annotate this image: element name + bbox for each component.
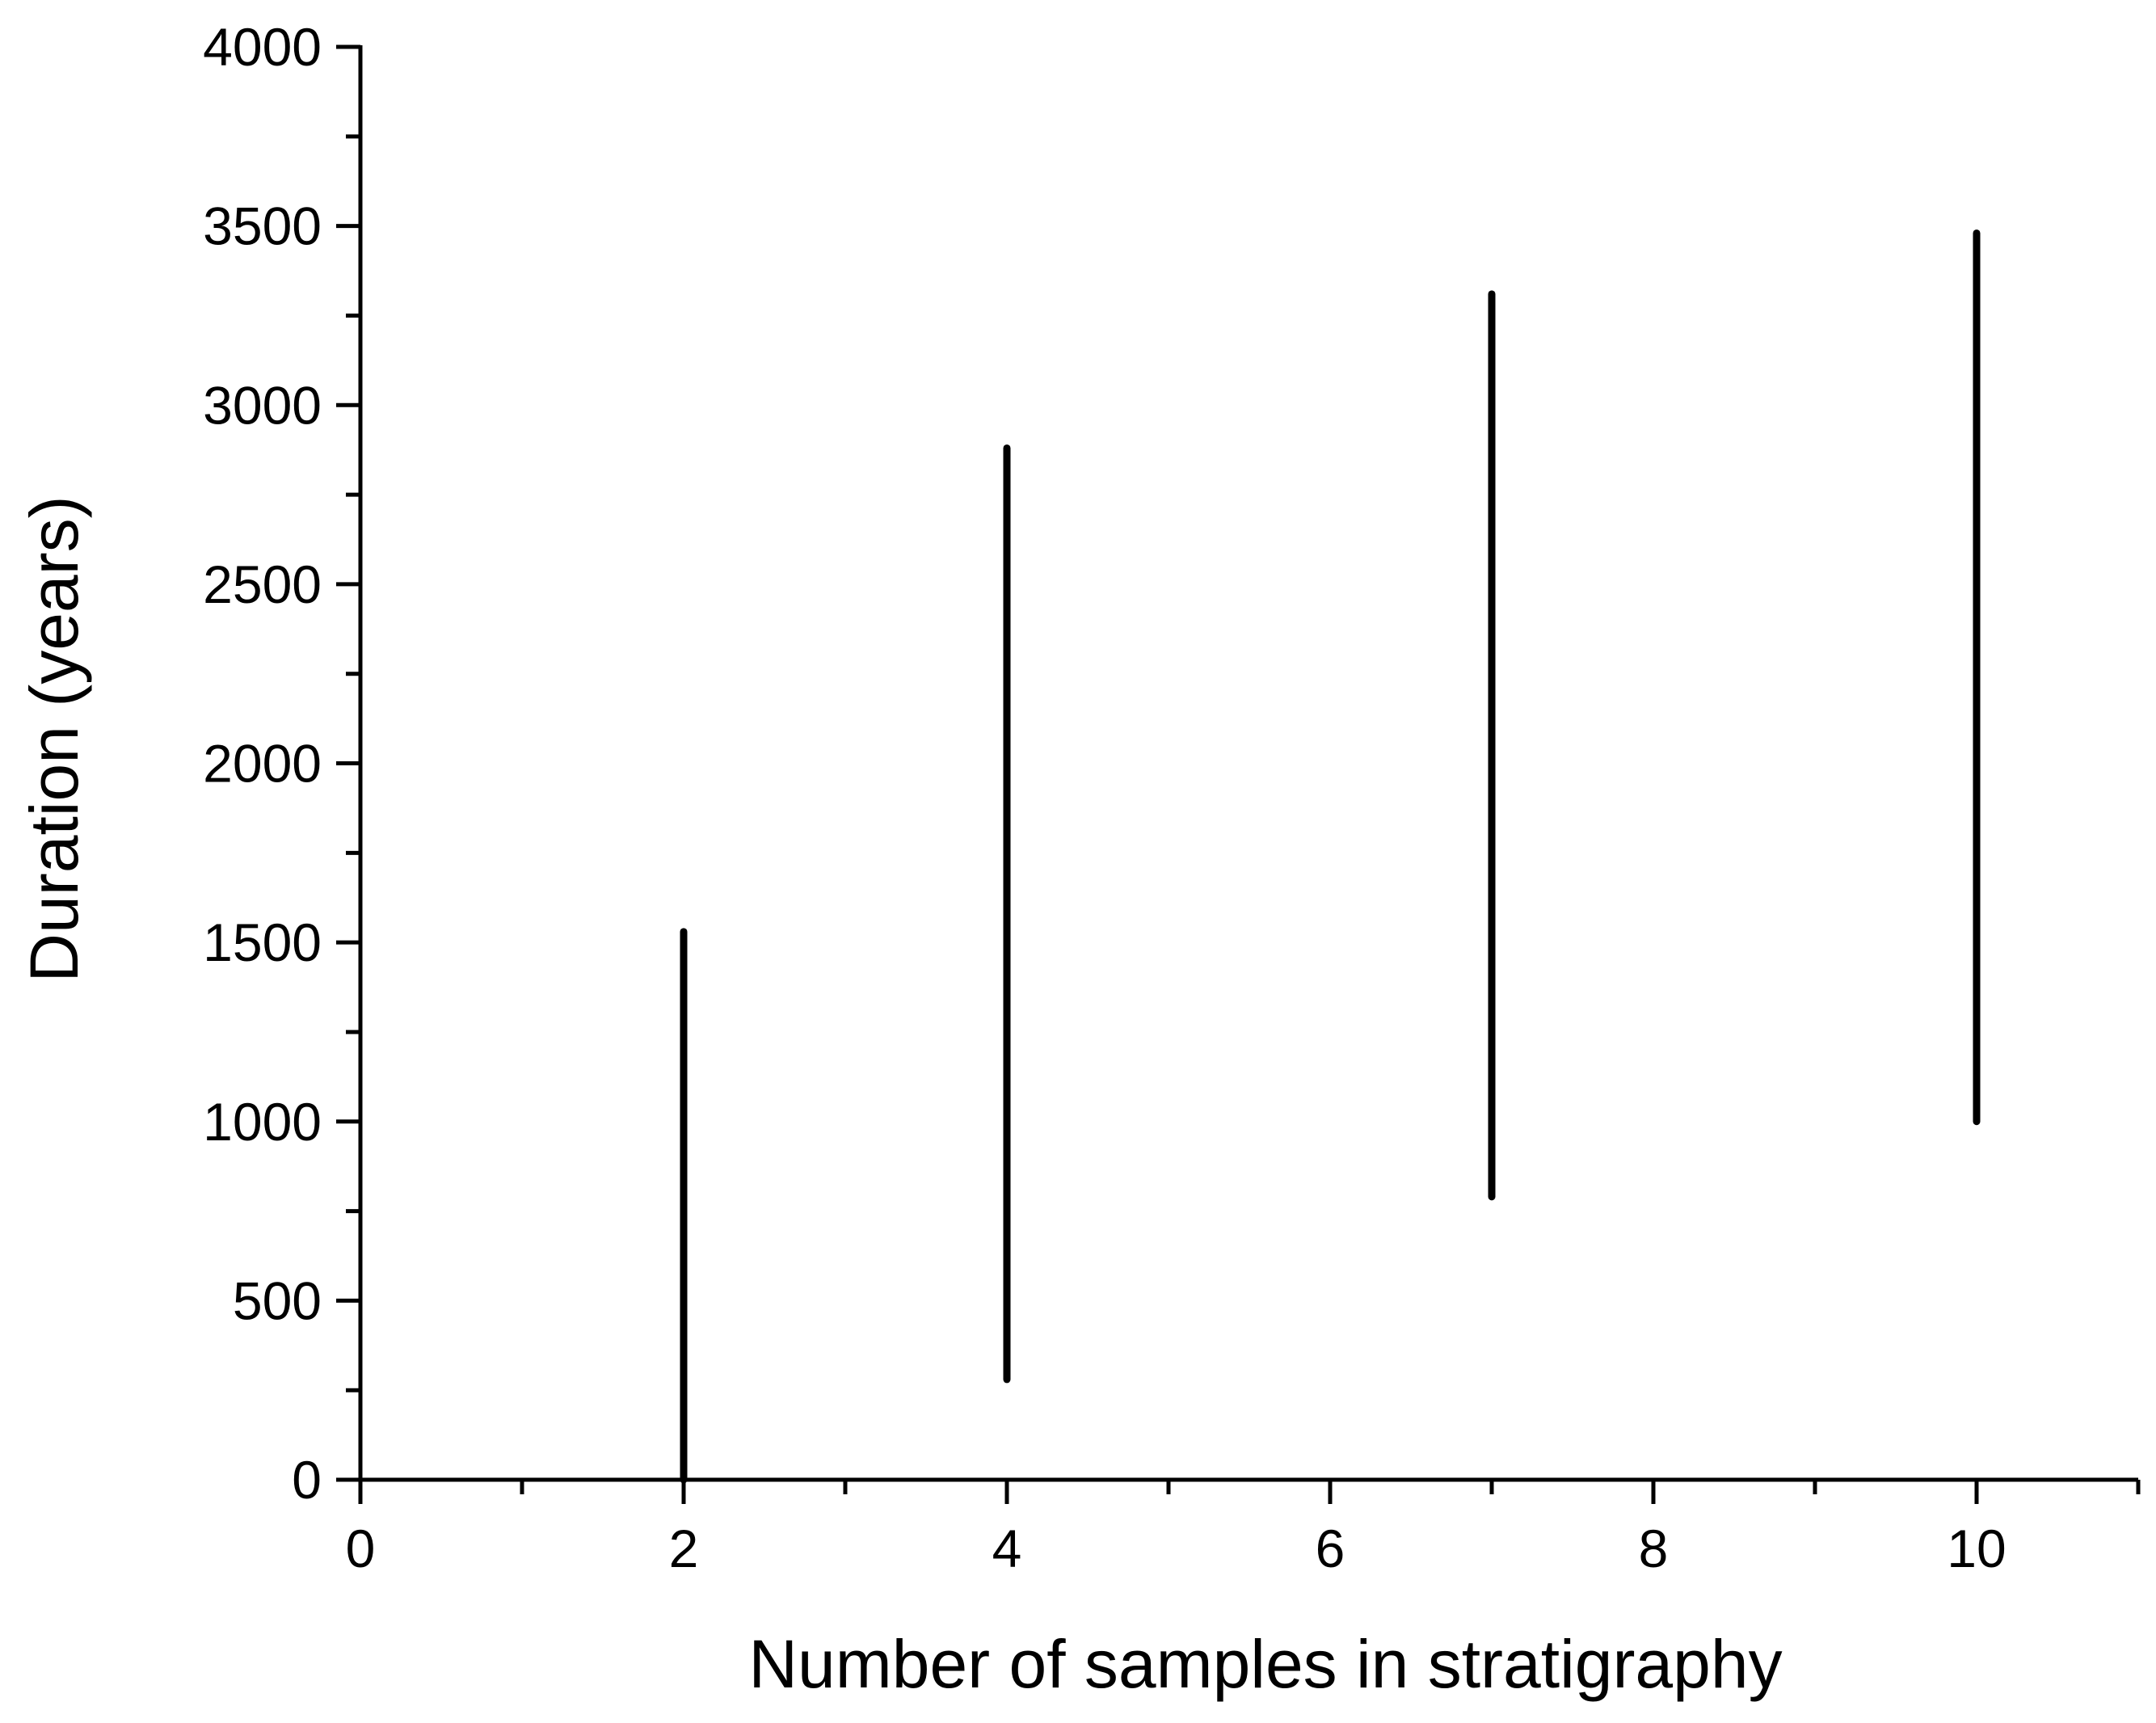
y-tick-label: 4000: [203, 17, 322, 77]
y-tick-label: 0: [292, 1450, 322, 1510]
y-axis-ticks: 0 500 1000 1500 2000 2500 3000 3500 4000: [203, 17, 360, 1510]
range-bars: [680, 229, 1981, 1484]
x-tick-label: 0: [346, 1519, 376, 1578]
x-tick-label: 6: [1316, 1519, 1345, 1578]
x-axis-title: Number of samples in stratigraphy: [748, 1626, 1782, 1702]
x-axis-ticks: 0 2 4 6 8 10: [346, 1480, 2141, 1578]
x-tick-label: 2: [669, 1519, 699, 1578]
y-tick-label: 2500: [203, 554, 322, 614]
x-tick-label: 8: [1639, 1519, 1669, 1578]
y-tick-label: 500: [233, 1270, 322, 1330]
x-tick-label: 4: [992, 1519, 1022, 1578]
y-tick-label: 3500: [203, 196, 322, 256]
y-tick-label: 1000: [203, 1092, 322, 1152]
y-tick-label: 2000: [203, 734, 322, 794]
y-tick-label: 3000: [203, 375, 322, 435]
y-axis-title: Duration (years): [16, 495, 92, 982]
y-tick-label: 1500: [203, 912, 322, 972]
plot-area: 0 500 1000 1500 2000 2500 3000 3500 4000 0 2 4 6 8 10: [203, 17, 2141, 1578]
x-tick-label: 10: [1947, 1519, 2006, 1578]
